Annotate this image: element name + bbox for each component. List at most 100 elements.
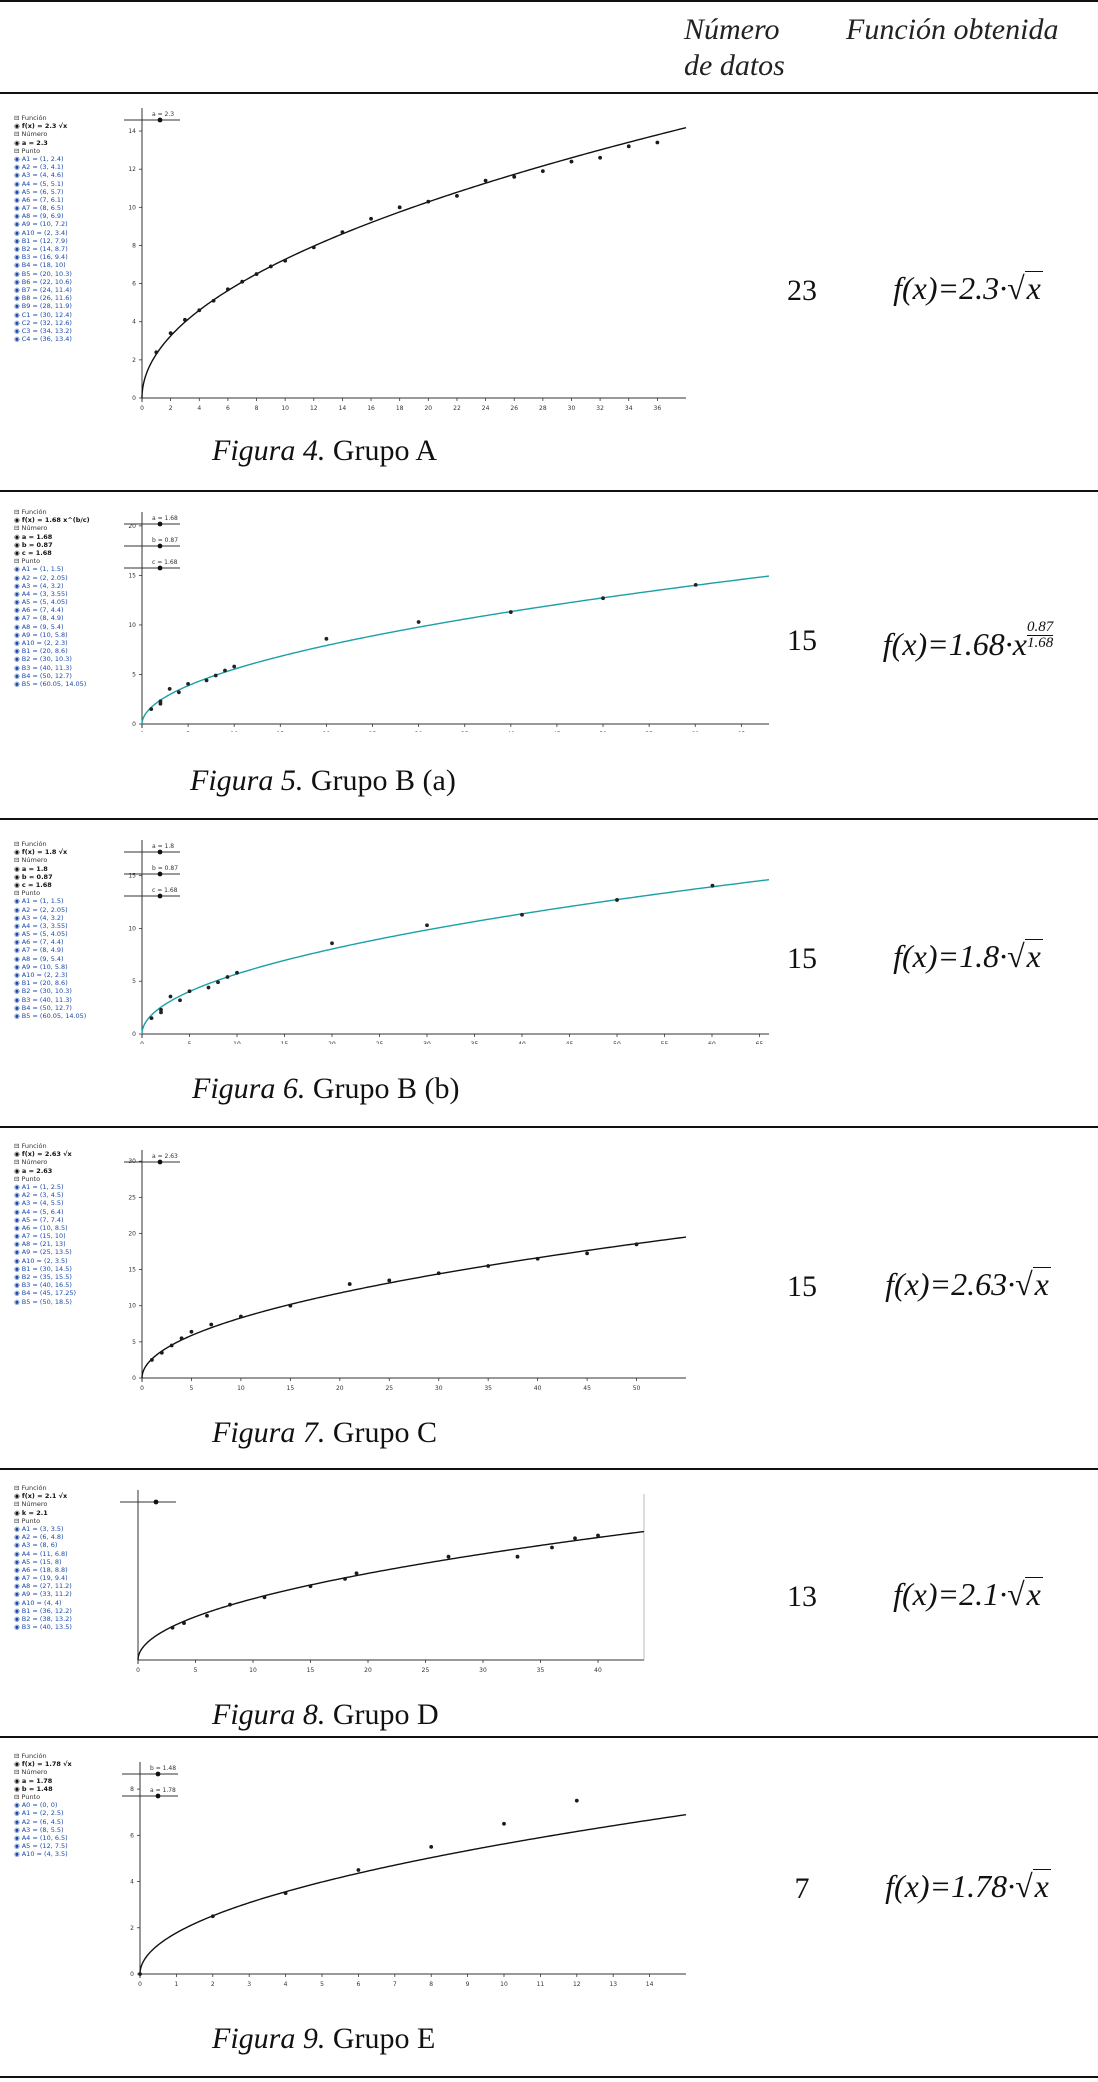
x-tick-label: 34 [625,405,633,412]
data-point [149,707,154,712]
x-tick-label: 6 [226,405,230,412]
algebra-number: ◉ a = 2.3 [14,138,48,147]
algebra-category-funcion: ⊟ Función [14,508,47,516]
algebra-point: ◉ A3 = (8, 5.5) [14,1825,64,1834]
algebra-point: ◉ B8 = (26, 11.6) [14,294,72,303]
x-tick-label: 35 [471,1041,479,1044]
algebra-point: ◉ A7 = (19, 9.4) [14,1574,68,1583]
numero-datos-value: 15 [787,1270,817,1303]
graphics-view: 0 2 4 6 8 10 12 14 16 18 20 22 24 26 28 30 32 34 360246810… [124,108,687,412]
x-tick-label: 20 [323,731,331,732]
slider-knob [153,1499,159,1505]
algebra-point: ◉ A5 = (6, 5.7) [14,187,64,196]
sqrt-symbol: √ [1015,1266,1033,1302]
data-point [240,279,245,284]
x-tick-label: 25 [422,1667,430,1674]
algebra-point: ◉ A3 = (4, 3.2) [14,913,64,922]
algebra-point: ◉ A10 = (2, 2.3) [14,971,68,979]
x-tick-label: 30 [479,1667,487,1674]
algebra-point: ◉ A8 = (21, 13) [14,1240,66,1249]
data-point [186,681,191,686]
function-expression: f(x)=1.68·x [882,626,1027,662]
x-tick-label: 20 [424,405,432,412]
y-tick-label: 15 [128,572,136,579]
data-point [211,298,216,303]
data-point [356,1868,361,1872]
data-point [596,1533,600,1538]
algebra-point: ◉ A6 = (7, 4.4) [14,606,64,615]
data-point [347,1282,352,1286]
algebra-point: ◉ A3 = (4, 4.6) [14,171,64,180]
algebra-point: ◉ A4 = (3, 3.55) [14,921,68,930]
y-tick-label: 5 [132,671,136,678]
algebra-point: ◉ A7 = (8, 6.5) [14,204,64,213]
sqrt-radicand: x [1024,1576,1043,1612]
y-tick-label: 10 [128,1303,136,1310]
algebra-view: ⊟ Función ◉ f(x) = 2.1 √x ⊟ Número ◉ k = … [14,1484,124,1631]
algebra-view: ⊟ Función ◉ f(x) = 1.78 √x ⊟ Número ◉ a =… [14,1752,124,1858]
algebra-point: ◉ B1 = (20, 8.6) [14,979,68,988]
algebra-point: ◉ A5 = (15, 8) [14,1557,62,1566]
data-point [168,994,173,999]
header-numero-datos: Número de datos [684,12,785,84]
slider-label: c = 1.68 [152,559,178,566]
algebra-point: ◉ A9 = (33, 11.2) [14,1590,72,1599]
x-tick-label: 60 [708,1041,716,1044]
header-numero-line2: de datos [684,49,785,82]
data-point [693,582,698,587]
algebra-point: ◉ A7 = (15, 10) [14,1232,66,1241]
data-point [311,245,316,250]
algebra-point: ◉ A10 = (2, 2.3) [14,639,68,647]
data-point [573,1536,577,1541]
data-point [486,1264,491,1268]
y-tick-label: 0 [132,721,136,728]
data-point [416,620,421,624]
algebra-point: ◉ B5 = (60.05, 14.05) [14,1011,87,1020]
algebra-point: ◉ A1 = (1, 1.5) [14,897,64,906]
x-tick-label: 15 [307,1667,315,1674]
data-point [550,1545,554,1550]
x-tick-label: 5 [186,731,190,732]
x-tick-label: 25 [376,1041,384,1044]
algebra-point: ◉ B1 = (36, 12.2) [14,1606,72,1615]
algebra-point: ◉ C1 = (30, 12.4) [14,310,72,319]
algebra-point: ◉ B9 = (28, 11.9) [14,302,72,311]
data-point [283,1891,288,1896]
y-tick-label: 0 [132,1375,136,1382]
x-tick-label: 15 [287,1385,295,1392]
data-point [206,985,211,990]
algebra-category-numero: ⊟ Número [14,1768,48,1777]
algebra-number: ◉ c = 1.68 [14,880,52,889]
x-tick-label: 30 [423,1041,431,1044]
algebra-function: ◉ f(x) = 2.3 √x [14,122,68,131]
algebra-category-funcion: ⊟ Función [14,1484,47,1492]
figure-title: Grupo B (a) [310,764,456,797]
algebra-point: ◉ B3 = (40, 11.3) [14,995,72,1004]
funcion-obtenida-value: f(x)=1.8·√x [848,938,1088,975]
function-expression: f(x)=1.8· [893,938,1008,974]
data-point [205,1613,209,1618]
fitted-curve [137,1530,645,1661]
x-tick-label: 24 [482,405,490,412]
x-tick-label: 45 [553,731,561,732]
y-tick-label: 6 [130,1832,134,1839]
figure-caption: Figura 5. Grupo B (a) [190,764,456,798]
data-point [168,331,173,336]
numero-datos-value: 15 [787,624,817,657]
x-tick-label: 3 [247,1981,251,1988]
slider-knob [157,543,163,549]
function-expression: f(x)=2.1· [893,1576,1008,1612]
x-tick-label: 8 [429,1981,433,1988]
x-tick-label: 10 [500,1981,508,1988]
algebra-point: ◉ A9 = (10, 5.8) [14,962,68,971]
algebra-number: ◉ a = 1.68 [14,532,53,541]
figure-title: Grupo D [332,1698,439,1731]
x-tick-label: 0 [140,731,144,732]
funcion-obtenida-value: f(x)=2.63·√x [848,1266,1088,1303]
algebra-category-numero: ⊟ Número [14,1500,48,1509]
algebra-point: ◉ A10 = (4, 3.5) [14,1850,68,1859]
algebra-number: ◉ b = 0.87 [14,540,53,549]
algebra-point: ◉ A8 = (9, 6.9) [14,212,64,221]
slider-knob [155,1793,161,1799]
x-tick-label: 6 [356,1981,360,1988]
